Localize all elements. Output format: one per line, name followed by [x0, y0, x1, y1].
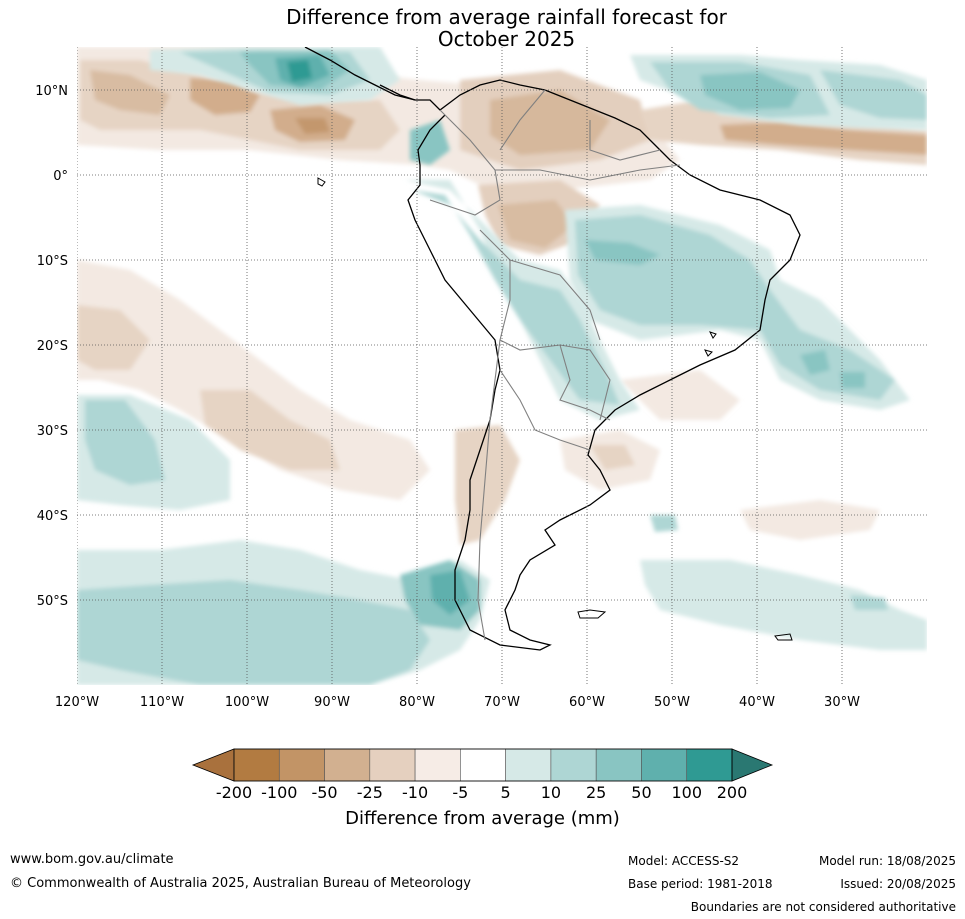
copyright-text: © Commonwealth of Australia 2025, Austra… [10, 876, 471, 891]
lat-label: 30°S [37, 424, 68, 439]
map-title: Difference from average rainfall forecas… [0, 6, 965, 50]
lat-label: 10°N [35, 84, 68, 99]
colorbar-tick-label: -200 [216, 783, 252, 802]
colorbar-cell [595, 748, 642, 782]
coastline [304, 47, 801, 651]
issued-text: Issued: 20/08/2025 [840, 877, 956, 891]
lon-label: 60°W [569, 695, 605, 710]
lon-label: 80°W [399, 695, 435, 710]
lon-label: 50°W [654, 695, 690, 710]
latitude-labels: 10°N 0° 10°S 20°S 30°S 40°S 50°S [35, 84, 68, 609]
disclaimer-text: Boundaries are not considered authoritat… [690, 900, 956, 914]
colorbar-tick-label: -100 [261, 783, 297, 802]
lon-label: 30°W [824, 695, 860, 710]
country-boundaries [429, 89, 681, 641]
lat-label: 10°S [37, 254, 68, 269]
colorbar-tick-label: -10 [402, 783, 428, 802]
title-line-1: Difference from average rainfall forecas… [286, 5, 727, 29]
lon-label: 110°W [140, 695, 184, 710]
colorbar-cells [233, 748, 733, 782]
colorbar-tick-label: 200 [717, 783, 748, 802]
model-text: Model: ACCESS-S2 [628, 854, 740, 868]
colorbar-tick-label: 10 [541, 783, 561, 802]
colorbar-cell [686, 748, 733, 782]
lat-label: 0° [53, 169, 68, 184]
colorbar-tick-label: -50 [311, 783, 337, 802]
lon-label: 100°W [225, 695, 269, 710]
colorbar-tick-label: -25 [357, 783, 383, 802]
model-run-text: Model run: 18/08/2025 [818, 854, 956, 868]
colorbar-left-arrow [191, 748, 235, 782]
colorbar-tick-label: -5 [452, 783, 468, 802]
colorbar-cell [233, 748, 280, 782]
colorbar-cell [324, 748, 371, 782]
dry-anomaly-regions [77, 47, 927, 545]
graticule [77, 47, 927, 685]
colorbar-cell [505, 748, 552, 782]
lon-label: 40°W [739, 695, 775, 710]
base-period-text: Base period: 1981-2018 [628, 877, 773, 891]
website-text: www.bom.gov.au/climate [10, 852, 174, 867]
colorbar-tick-label: 100 [671, 783, 702, 802]
colorbar-cell [641, 748, 688, 782]
colorbar-tick-labels: -200 -100 -50 -25 -10 -5 5 10 25 50 100 200 [216, 783, 747, 802]
lon-label: 120°W [55, 695, 99, 710]
colorbar-right-arrow [731, 748, 774, 782]
colorbar-cell [278, 748, 325, 782]
islands [317, 177, 793, 641]
lat-label: 50°S [37, 594, 68, 609]
colorbar-cell [550, 748, 597, 782]
colorbar-tick-label: 25 [586, 783, 606, 802]
lon-label: 70°W [484, 695, 520, 710]
colorbar-tick-label: 5 [501, 783, 511, 802]
wet-anomaly-regions [77, 47, 927, 685]
lat-label: 20°S [37, 339, 68, 354]
colorbar-label: Difference from average (mm) [345, 808, 620, 829]
lon-label: 90°W [314, 695, 350, 710]
colorbar-cell [460, 748, 506, 782]
lat-label: 40°S [37, 509, 68, 524]
colorbar-tick-label: 50 [631, 783, 651, 802]
title-line-2: October 2025 [437, 27, 576, 51]
longitude-labels: 120°W 110°W 100°W 90°W 80°W 70°W 60°W 50… [55, 695, 860, 710]
map-area [77, 47, 927, 685]
colorbar-cell [369, 748, 416, 782]
colorbar: -200 -100 -50 -25 -10 -5 5 10 25 50 100 200 [191, 748, 774, 802]
colorbar-cell [414, 748, 461, 782]
